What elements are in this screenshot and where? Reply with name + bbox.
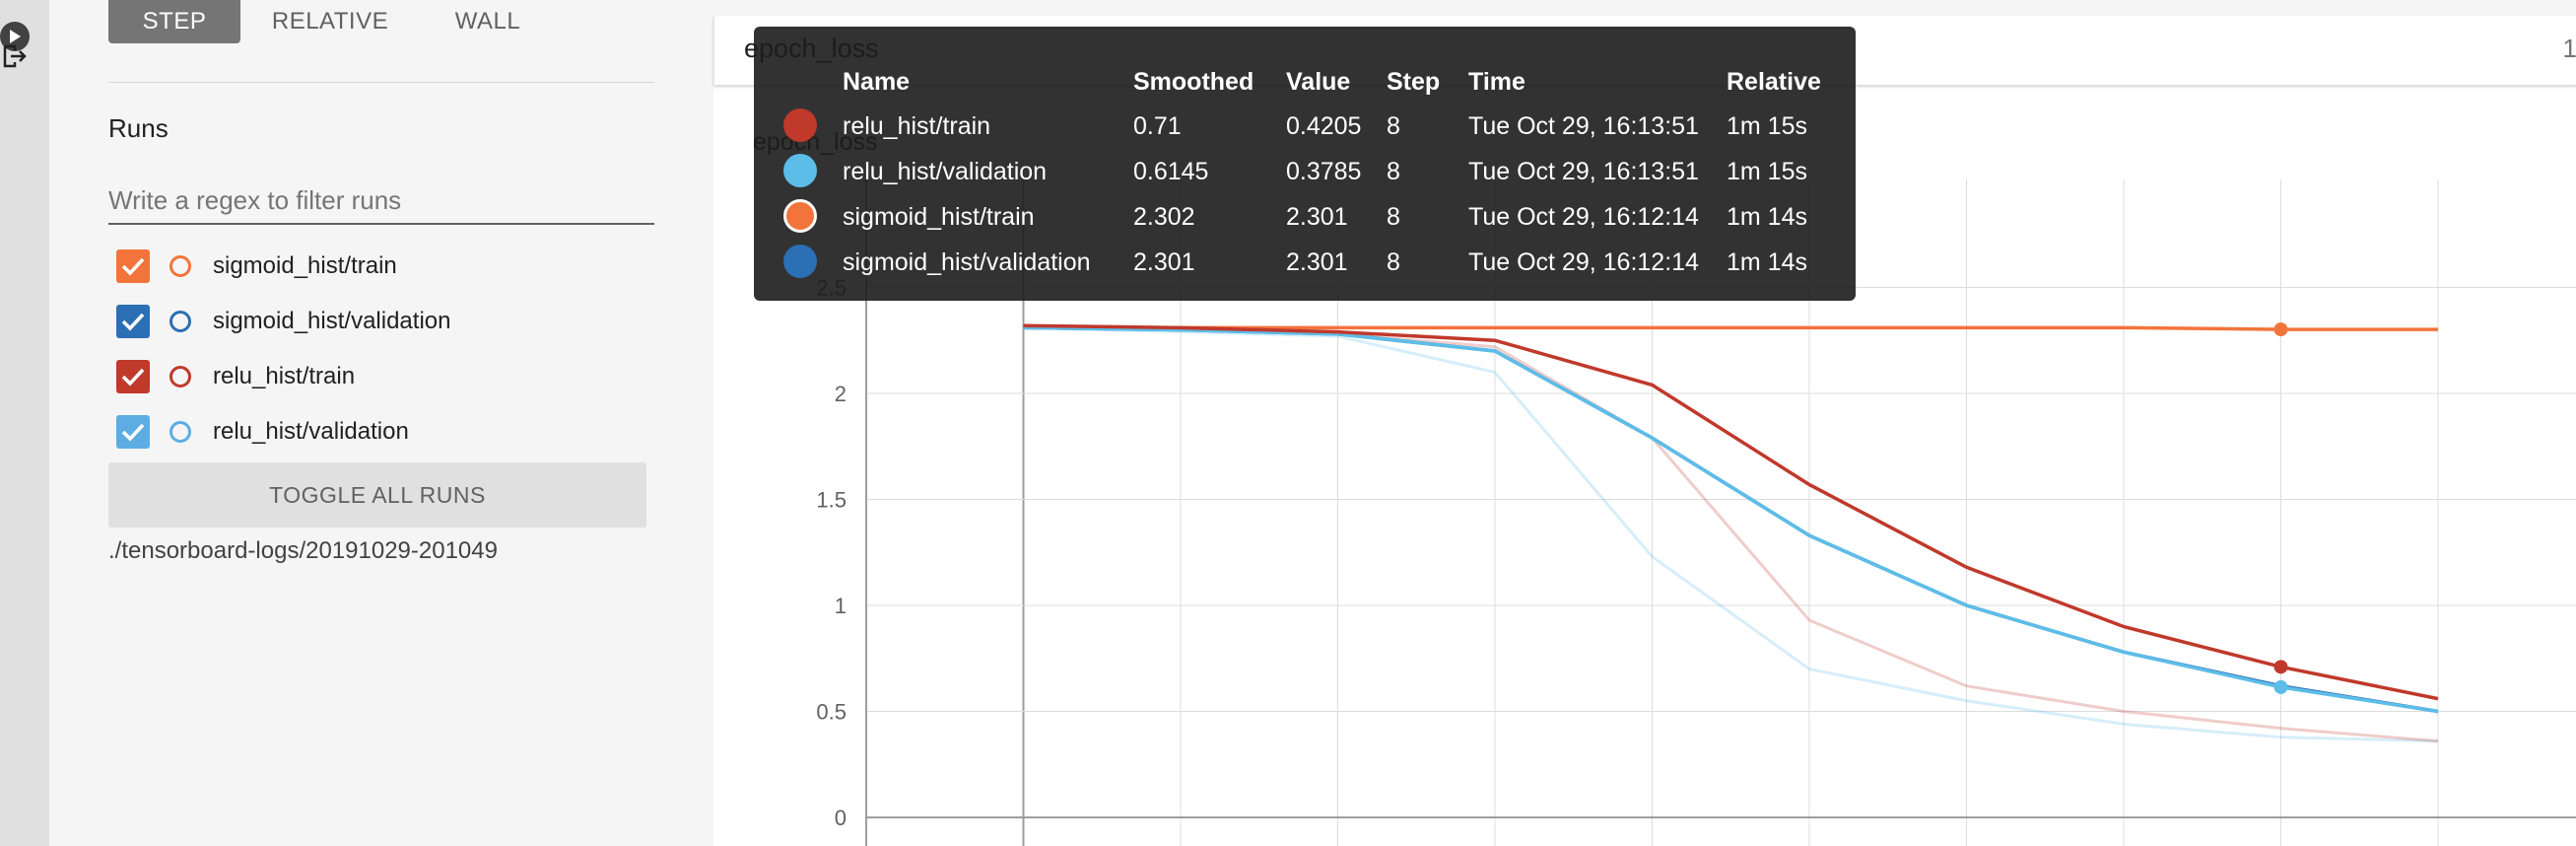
tooltip-header-value: Value — [1286, 68, 1351, 96]
y-tick-label: 1 — [835, 594, 847, 618]
highlight-point — [2273, 322, 2288, 337]
tooltip-value: 0.3785 — [1286, 158, 1362, 185]
hover-tooltip: Name Smoothed Value Step Time Relative r… — [754, 27, 1856, 301]
tooltip-header-smoothed: Smoothed — [1133, 68, 1254, 96]
tooltip-value: 0.4205 — [1286, 112, 1362, 140]
run-row[interactable]: relu_hist/validation — [116, 412, 409, 452]
tooltip-name: relu_hist/train — [843, 112, 991, 140]
tooltip-time: Tue Oct 29, 16:13:51 — [1468, 112, 1699, 140]
tooltip-step: 8 — [1387, 158, 1400, 185]
run-checkbox[interactable] — [116, 305, 150, 338]
check-icon — [121, 423, 145, 442]
tooltip-name: sigmoid_hist/validation — [843, 248, 1091, 276]
tooltip-step: 8 — [1387, 203, 1400, 231]
top-strip — [713, 0, 2576, 17]
tooltip-relative: 1m 15s — [1727, 112, 1807, 140]
series-line — [1023, 323, 2439, 701]
tooltip-series-dot — [783, 199, 817, 233]
tooltip-name: relu_hist/validation — [843, 158, 1048, 185]
tooltip-header-step: Step — [1387, 68, 1441, 96]
run-label: relu_hist/train — [213, 363, 356, 389]
y-tick-label: 0.5 — [816, 700, 847, 725]
run-color-swatch[interactable] — [169, 366, 191, 388]
run-label: sigmoid_hist/validation — [213, 308, 451, 334]
series-raw-line — [1023, 323, 2439, 743]
series-line — [1023, 325, 2439, 714]
tooltip-header-time: Time — [1468, 68, 1525, 96]
tooltip-name: sigmoid_hist/train — [843, 203, 1035, 231]
tooltip-smoothed: 0.71 — [1133, 112, 1182, 140]
log-directory: ./tensorboard-logs/20191029-201049 — [108, 537, 498, 564]
tooltip-smoothed: 0.6145 — [1133, 158, 1209, 185]
run-label: sigmoid_hist/train — [213, 252, 397, 279]
tooltip-series-dot — [783, 245, 817, 278]
tooltip-step: 8 — [1387, 112, 1400, 140]
tooltip-relative: 1m 14s — [1727, 248, 1807, 276]
tooltip-time: Tue Oct 29, 16:12:14 — [1468, 248, 1699, 276]
tooltip-relative: 1m 15s — [1727, 158, 1807, 185]
check-icon — [121, 257, 145, 276]
run-filter-input[interactable] — [108, 177, 654, 225]
y-tick-label: 0 — [835, 806, 847, 830]
run-checkbox[interactable] — [116, 360, 150, 393]
run-checkbox[interactable] — [116, 415, 150, 449]
tooltip-relative: 1m 14s — [1727, 203, 1807, 231]
tooltip-step: 8 — [1387, 248, 1400, 276]
tooltip-series-dot — [783, 108, 817, 142]
x-axis-step-option[interactable]: STEP — [108, 0, 240, 43]
run-color-swatch[interactable] — [169, 421, 191, 443]
tooltip-value: 2.301 — [1286, 203, 1348, 231]
highlight-point — [2273, 679, 2288, 694]
tooltip-series-dot — [783, 154, 817, 187]
run-checkbox[interactable] — [116, 249, 150, 283]
highlight-point — [2273, 660, 2288, 674]
run-color-swatch[interactable] — [169, 255, 191, 277]
divider — [108, 82, 654, 83]
left-rail — [0, 0, 49, 846]
y-tick-label: 1.5 — [816, 488, 847, 513]
x-axis-wall-option[interactable]: WALL — [454, 8, 521, 35]
check-icon — [121, 368, 145, 387]
sidebar: STEP RELATIVE WALL Runs sigmoid_hist/tra… — [49, 0, 713, 846]
run-row[interactable]: relu_hist/train — [116, 357, 355, 396]
loss-chart[interactable]: 00.511.522.5 — [713, 0, 2576, 846]
x-axis-relative-option[interactable]: RELATIVE — [271, 8, 389, 35]
tooltip-value: 2.301 — [1286, 248, 1348, 276]
tooltip-time: Tue Oct 29, 16:12:14 — [1468, 203, 1699, 231]
tooltip-smoothed: 2.301 — [1133, 248, 1195, 276]
logout-button[interactable] — [0, 41, 30, 71]
card-count: 1 — [2562, 34, 2576, 63]
check-icon — [121, 313, 145, 331]
run-row[interactable]: sigmoid_hist/train — [116, 247, 397, 286]
tooltip-time: Tue Oct 29, 16:13:51 — [1468, 158, 1699, 185]
series-raw-line — [1023, 325, 2439, 743]
run-label: relu_hist/validation — [213, 418, 409, 445]
run-row[interactable]: sigmoid_hist/validation — [116, 302, 450, 341]
tooltip-header-relative: Relative — [1727, 68, 1821, 96]
tooltip-smoothed: 2.302 — [1133, 203, 1195, 231]
logout-icon — [3, 44, 27, 68]
toggle-all-runs-button[interactable]: TOGGLE ALL RUNS — [108, 462, 646, 528]
run-color-swatch[interactable] — [169, 311, 191, 332]
tooltip-header-name: Name — [843, 68, 911, 96]
runs-title: Runs — [108, 113, 169, 143]
y-tick-label: 2 — [835, 382, 847, 406]
series-line — [1023, 325, 2438, 331]
